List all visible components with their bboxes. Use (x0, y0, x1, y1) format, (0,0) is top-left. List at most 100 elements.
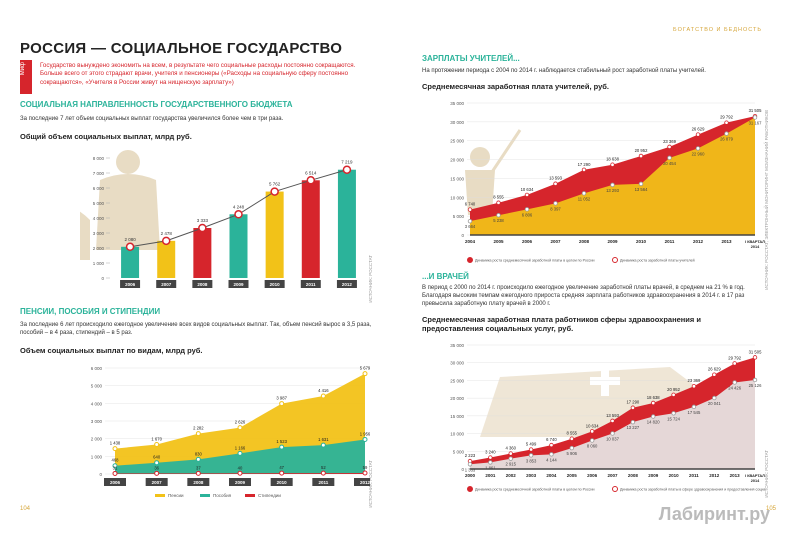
legend-label: Пенсии (168, 493, 184, 498)
series-point (667, 144, 672, 150)
category-label: 2013 (730, 473, 741, 478)
legend-label: Динамика роста среднемесячной заработной… (475, 259, 594, 263)
series-area (470, 379, 755, 469)
category-label: 2005 (567, 473, 578, 478)
series-point (524, 192, 530, 198)
series-point (279, 401, 285, 407)
value-label: 13 293 (606, 188, 619, 193)
category-box (312, 478, 335, 486)
legend-label: Динамика роста заработной платы учителей (620, 259, 695, 263)
value-label: 5 238 (493, 218, 504, 223)
ytick-label: 0 (101, 276, 104, 281)
value-label: 10 634 (521, 187, 534, 192)
legend-marker (467, 257, 473, 263)
legend-label: Динамика роста заработной платы в сфере … (620, 488, 765, 492)
series-point (508, 451, 513, 456)
value-label: 15 724 (667, 416, 680, 421)
legend-swatch (200, 494, 210, 497)
value-label: 2 626 (235, 420, 246, 425)
bar (121, 246, 140, 278)
series-point (496, 213, 501, 218)
value-label: 24 426 (728, 385, 741, 390)
chart4-area-svg: 0 5 000 10 000 15 000 20 000 25 000 30 000 35 0… (450, 343, 765, 492)
category-box (120, 280, 141, 288)
value-label: 31 505 (749, 108, 762, 113)
category-label: 2011 (306, 282, 316, 287)
category-label: 2011 (318, 480, 328, 485)
value-label: 20 041 (708, 401, 721, 406)
value-label: 1 956 (360, 431, 370, 436)
category-box (336, 280, 357, 288)
series-point (691, 384, 697, 389)
trend-point (125, 242, 135, 252)
bar (193, 228, 212, 278)
series-point (651, 400, 656, 406)
ytick-label: 25 000 (450, 139, 464, 144)
ytick-label: 2 000 (93, 246, 105, 251)
series-point (524, 207, 530, 212)
value-label: 2 223 (465, 453, 476, 458)
series-point (638, 153, 644, 159)
series-point (752, 377, 758, 383)
value-label: 17 290 (626, 400, 639, 405)
series-area (115, 439, 365, 474)
category-label: 2004 (546, 473, 557, 478)
series-point (320, 442, 326, 448)
legend-swatch (155, 494, 165, 497)
ytick-label: 20 000 (450, 396, 464, 401)
series-point (553, 201, 558, 206)
ytick-label: 1 000 (93, 261, 105, 266)
category-label: 2006 (125, 282, 136, 287)
series-point (488, 455, 493, 460)
value-label: 18 638 (647, 395, 660, 400)
series-point (195, 456, 201, 462)
category-box (187, 478, 210, 486)
bar (265, 191, 284, 278)
series-point (549, 442, 554, 448)
person-head-shape (116, 150, 140, 174)
ytick-label: 7 000 (93, 171, 105, 176)
category-label: 2010 (669, 473, 680, 478)
value-label: 29 792 (728, 355, 741, 360)
ytick-label: 0 (99, 472, 102, 477)
series-point (752, 115, 758, 120)
value-label: 31 167 (749, 120, 762, 125)
category-label: 2008 (628, 473, 639, 478)
series-point (569, 436, 574, 441)
value-label: 1 438 (110, 441, 121, 446)
category-label: 2012 (693, 239, 704, 244)
category-label: 2006 (587, 473, 598, 478)
value-label: 3 853 (526, 458, 537, 463)
category-label: 2007 (550, 239, 561, 244)
trend-point (270, 187, 279, 196)
series-point (671, 392, 676, 397)
series-point (671, 411, 676, 416)
category-label: 2003 (526, 473, 537, 478)
category-label: 2007 (152, 480, 163, 485)
value-label: 31 (113, 465, 118, 470)
page-number-right: 105 (766, 506, 777, 512)
category-label: 2008 (579, 239, 590, 244)
category-label: 2009 (607, 239, 618, 244)
value-label: 20 952 (635, 148, 648, 153)
value-label: 1 333 (465, 467, 476, 472)
value-label: 8 555 (493, 195, 504, 200)
value-label: 2 915 (505, 462, 516, 467)
category-label: 2011 (665, 239, 675, 244)
value-label: 1 523 (276, 439, 287, 444)
ytick-label: 10 000 (450, 432, 464, 437)
value-label: 6 806 (522, 212, 533, 217)
ytick-label: 10 000 (450, 195, 464, 200)
bar (229, 214, 248, 278)
value-label: 17 545 (688, 410, 701, 415)
series-point (112, 470, 118, 476)
category-box (156, 280, 177, 288)
value-label: 830 (195, 451, 203, 456)
trend-point (161, 236, 171, 246)
series-point (581, 191, 587, 196)
section1-text: За последние 7 лет объем социальных выпл… (20, 116, 284, 122)
category-label: 2010 (636, 239, 647, 244)
series-point (610, 162, 615, 167)
section2-title: ПЕНСИИ, ПОСОБИЯ И СТИПЕНДИИ (20, 307, 161, 316)
category-box (354, 478, 370, 486)
